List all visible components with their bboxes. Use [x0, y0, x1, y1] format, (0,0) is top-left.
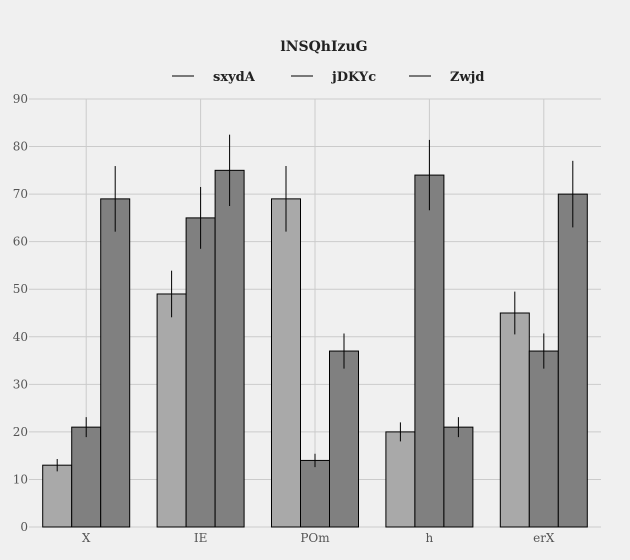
bar-sxydA-POm [271, 198, 301, 528]
bar-sxydA-h [385, 431, 416, 528]
bar-jDKYc-IE [185, 217, 216, 528]
bar-Zwjd-IE [214, 169, 245, 528]
y-tick-label: 90 [13, 92, 28, 106]
bar-Zwjd-erX [557, 193, 588, 528]
bar-sxydA-IE [156, 293, 187, 528]
x-tick-label: erX [533, 531, 555, 545]
y-tick-labels: 0 10 20 30 40 50 60 70 80 90 [13, 92, 28, 534]
bar-jDKYc-X [71, 426, 102, 528]
x-tick-label: h [426, 531, 434, 545]
bar-Zwjd-POm [329, 350, 359, 528]
bar-Zwjd-h [443, 426, 474, 528]
y-tick-label: 70 [13, 187, 28, 201]
chart-title: lNSQhIzuG [280, 39, 367, 55]
y-tick-label: 60 [13, 235, 28, 249]
y-tick-label: 10 [13, 472, 28, 486]
x-tick-label: POm [300, 531, 330, 545]
y-tick-label: 40 [13, 330, 28, 344]
y-tick-label: 30 [13, 377, 28, 391]
y-tick-label: 20 [13, 425, 28, 439]
legend: sxydA jDKYc Zwjd [172, 70, 484, 85]
y-tick-label: 50 [13, 282, 28, 296]
bars [42, 169, 588, 528]
x-tick-label: X [82, 531, 91, 545]
bar-sxydA-erX [499, 312, 530, 528]
y-tick-label: 80 [13, 140, 28, 154]
bar-jDKYc-h [414, 174, 445, 528]
legend-label-sxydA: sxydA [213, 70, 256, 85]
bar-jDKYc-POm [300, 459, 330, 528]
bar-Zwjd-X [100, 198, 131, 528]
bar-sxydA-X [42, 464, 73, 528]
legend-label-Zwjd: Zwjd [450, 70, 484, 85]
legend-label-jDKYc: jDKYc [331, 70, 376, 85]
error-bars [56, 134, 574, 472]
y-tick-label: 0 [20, 520, 28, 534]
x-tick-label: IE [194, 531, 208, 545]
x-tick-labels: X IE POm h erX [82, 531, 555, 545]
bar-jDKYc-erX [528, 350, 559, 528]
